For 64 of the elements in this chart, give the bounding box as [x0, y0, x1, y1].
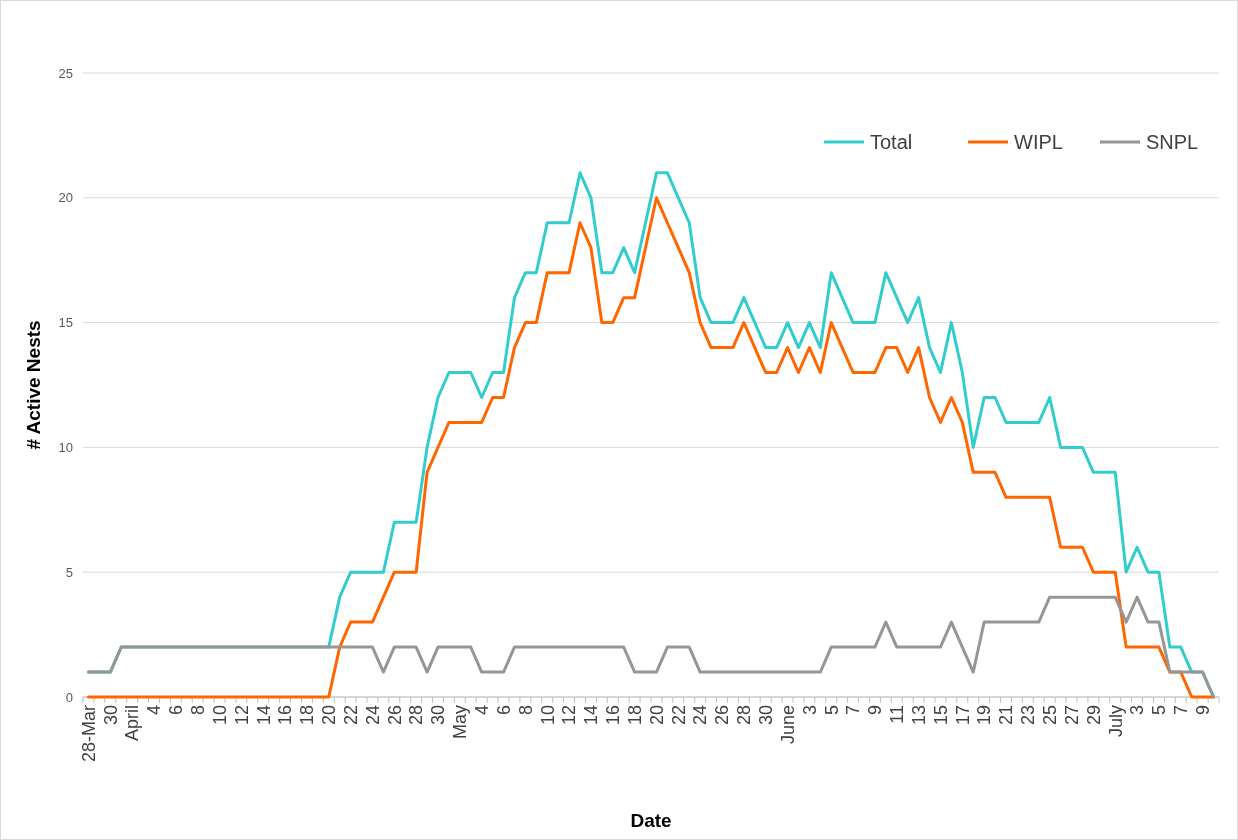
x-tick-label: 16 [603, 705, 624, 726]
x-tick-label: 24 [690, 705, 711, 726]
legend-label: Total [870, 131, 913, 153]
x-tick-label: 26 [384, 705, 405, 726]
x-tick-label: May [450, 705, 471, 740]
x-tick-label: 19 [974, 705, 995, 726]
x-tick-label: 14 [253, 705, 274, 726]
x-tick-label: 26 [712, 705, 733, 726]
x-tick-label: 28 [734, 705, 755, 726]
x-tick-label: 30 [755, 705, 776, 726]
x-tick-label: 30 [428, 705, 449, 726]
x-tick-label: 10 [209, 705, 230, 726]
y-tick-label: 15 [58, 315, 73, 331]
x-tick-label: 4 [471, 705, 492, 716]
x-tick-label: 11 [887, 705, 908, 724]
x-tick-label: 7 [1171, 705, 1192, 716]
x-tick-label: 18 [297, 705, 318, 726]
x-tick-label: 20 [319, 705, 340, 726]
x-tick-label: 6 [166, 705, 187, 716]
x-tick-label: 22 [668, 705, 689, 726]
x-tick-label: 18 [624, 705, 645, 726]
x-tick-label: 16 [275, 705, 296, 726]
line-series [86, 595, 1216, 699]
x-tick-label: 7 [843, 705, 864, 716]
y-tick-label: 5 [65, 564, 73, 580]
x-axis-title: Date [630, 810, 672, 831]
x-tick-label: 3 [799, 705, 820, 716]
x-tick-label: 29 [1083, 705, 1104, 726]
legend-label: SNPL [1146, 131, 1199, 153]
x-tick-label: 3 [1127, 705, 1148, 716]
x-tick-label: June [777, 705, 798, 745]
y-tick-label: 25 [58, 65, 73, 81]
y-axis-title: # Active Nests [23, 320, 44, 450]
x-tick-label: 15 [930, 705, 951, 726]
x-tick-label: 20 [646, 705, 667, 726]
x-tick-label: 10 [537, 705, 558, 726]
x-tick-label: 5 [1149, 705, 1170, 716]
x-tick-label: 30 [100, 705, 121, 726]
x-tick-label: 28 [406, 705, 427, 726]
x-tick-label: April [122, 705, 143, 742]
x-tick-label: 12 [559, 705, 580, 726]
x-tick-label: 9 [865, 705, 886, 716]
x-tick-label: 24 [362, 705, 383, 726]
x-tick-label: 12 [231, 705, 252, 726]
legend-label: WIPL [1014, 131, 1063, 153]
x-tick-label: 27 [1061, 705, 1082, 726]
y-tick-label: 10 [58, 439, 73, 455]
x-tick-label: 5 [821, 705, 842, 716]
y-tick-label: 0 [65, 689, 73, 705]
x-tick-label: 22 [340, 705, 361, 726]
x-tick-label: 14 [581, 705, 602, 726]
x-tick-label: 25 [1039, 705, 1060, 726]
x-tick-label: 17 [952, 705, 973, 726]
x-tick-label: 8 [515, 705, 536, 716]
x-tick-label: 23 [1018, 705, 1039, 726]
y-tick-label: 20 [58, 190, 73, 206]
x-tick-label: 6 [493, 705, 514, 716]
x-tick-label: 8 [187, 705, 208, 716]
x-tick-label: 9 [1192, 705, 1213, 716]
x-tick-label: 21 [996, 705, 1017, 726]
x-tick-label: July [1105, 705, 1126, 738]
x-tick-label: 13 [908, 705, 929, 726]
x-tick-label: 4 [144, 705, 165, 716]
x-tick-label: 28-Mar [78, 705, 99, 763]
